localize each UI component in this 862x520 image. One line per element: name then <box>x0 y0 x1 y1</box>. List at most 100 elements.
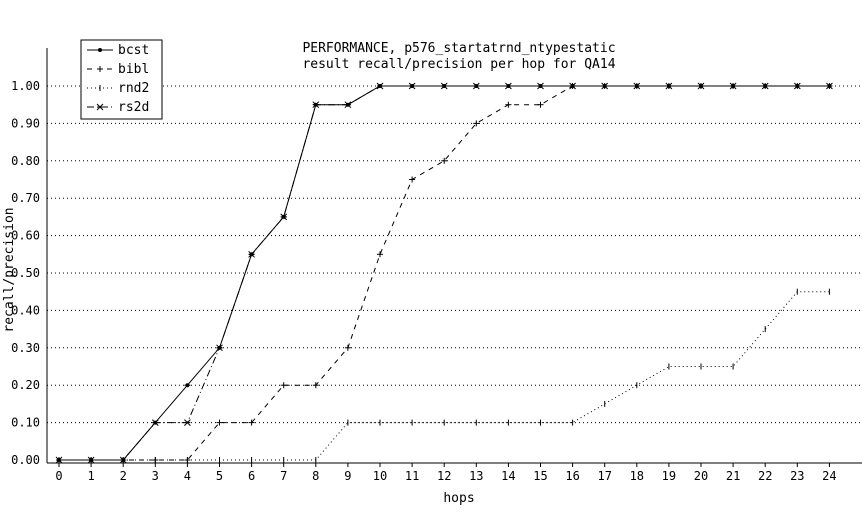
data-point <box>344 101 352 109</box>
data-point <box>377 251 383 258</box>
data-point <box>344 344 351 351</box>
data-point <box>569 82 576 90</box>
data-point <box>55 456 63 464</box>
series-line <box>59 291 830 461</box>
data-point <box>87 456 95 464</box>
grid <box>47 85 862 424</box>
chart-subtitle: result recall/precision per hop for QA14 <box>302 57 615 72</box>
data-point <box>537 101 544 108</box>
data-point <box>248 250 255 258</box>
legend-label: bcst <box>118 43 149 58</box>
data-point <box>473 120 480 127</box>
data-point <box>633 82 641 90</box>
data-point <box>248 419 255 426</box>
series-line <box>59 85 830 461</box>
y-tick-label: 0.40 <box>11 303 40 317</box>
x-tick-label: 1 <box>87 469 94 483</box>
legend-item: bcst <box>87 43 149 58</box>
series <box>55 82 833 464</box>
data-point <box>697 82 705 90</box>
y-tick-label: 0.10 <box>11 416 40 430</box>
y-tick-label: 1.00 <box>11 79 40 93</box>
y-ticks: 0.00 0.10 0.20 0.30 0.40 0.50 0.60 0.70 0.80 0.90… <box>11 79 40 467</box>
x-tick-label: 14 <box>501 469 515 483</box>
y-axis-label: recall/precision <box>2 207 17 332</box>
data-point <box>505 82 512 90</box>
data-point <box>312 101 320 109</box>
data-point <box>761 82 769 90</box>
data-point <box>601 82 609 90</box>
y-tick-label: 0.80 <box>11 154 40 168</box>
data-point <box>376 82 384 90</box>
x-tick-label: 16 <box>565 469 579 483</box>
chart-title: PERFORMANCE, p576_startatrnd_ntypestatic <box>302 41 615 56</box>
x-tick-label: 24 <box>822 469 836 483</box>
y-tick-label: 0.60 <box>11 229 40 243</box>
x-tick-label: 17 <box>597 469 611 483</box>
x-tick-label: 9 <box>344 469 351 483</box>
x-tick-label: 13 <box>469 469 483 483</box>
x-tick-label: 2 <box>120 469 127 483</box>
x-tick-label: 12 <box>437 469 451 483</box>
x-tick-label: 7 <box>280 469 287 483</box>
y-tick-label: 0.90 <box>11 116 40 130</box>
y-tick-label: 0.00 <box>11 453 40 467</box>
data-point <box>216 344 223 352</box>
data-point <box>505 101 512 108</box>
data-point <box>472 82 480 90</box>
legend-marker <box>97 66 103 72</box>
x-tick-label: 4 <box>184 469 191 483</box>
series-rnd2 <box>58 288 830 463</box>
legend-label: bibl <box>118 62 149 77</box>
legend-marker <box>97 48 103 52</box>
x-tick-label: 3 <box>152 469 159 483</box>
x-tick-label: 15 <box>533 469 547 483</box>
data-point <box>440 82 448 90</box>
data-point <box>216 419 223 426</box>
x-tick-label: 20 <box>694 469 708 483</box>
axes <box>46 48 862 464</box>
x-tick-label: 23 <box>790 469 804 483</box>
x-tick-label: 8 <box>312 469 319 483</box>
legend-box <box>80 39 163 120</box>
data-point <box>793 82 801 90</box>
legend-label: rs2d <box>118 100 149 115</box>
x-tick-label: 22 <box>758 469 772 483</box>
data-point <box>119 456 127 464</box>
legend-label: rnd2 <box>118 81 149 96</box>
legend-item: rnd2 <box>87 81 149 96</box>
data-point <box>441 157 448 164</box>
data-point <box>280 213 288 221</box>
data-point <box>184 419 191 426</box>
data-point <box>409 176 416 183</box>
data-point <box>312 382 319 389</box>
data-point <box>151 419 159 426</box>
x-tick-label: 19 <box>662 469 676 483</box>
legend: bcst bibl rnd2 rs2d <box>80 39 163 120</box>
x-tick-label: 6 <box>248 469 255 483</box>
x-tick-label: 21 <box>726 469 740 483</box>
series-rs2d <box>55 82 833 464</box>
legend-items: bcst bibl rnd2 rs2d <box>87 43 149 115</box>
data-point <box>665 82 673 90</box>
legend-item: bibl <box>87 62 149 77</box>
x-tick-label: 5 <box>216 469 223 483</box>
x-axis-label: hops <box>443 491 474 506</box>
series-line <box>59 85 830 461</box>
series-line <box>59 85 830 461</box>
data-point <box>184 383 191 388</box>
data-point <box>729 82 737 90</box>
data-point <box>280 382 287 389</box>
legend-item: rs2d <box>87 100 149 115</box>
y-tick-label: 0.20 <box>11 378 40 392</box>
data-point <box>826 82 833 90</box>
y-tick-label: 0.30 <box>11 341 40 355</box>
x-tick-label: 0 <box>55 469 62 483</box>
y-tick-label: 0.70 <box>11 191 40 205</box>
x-tick-label: 18 <box>630 469 644 483</box>
x-tick-label: 11 <box>405 469 419 483</box>
legend-marker <box>96 103 104 111</box>
x-tick-label: 10 <box>373 469 387 483</box>
x-ticks: 0 1 2 3 4 5 6 7 8 9 10 11 12 13 14 15 16 17 18 19 20 21 22 23 24 <box>55 463 837 483</box>
